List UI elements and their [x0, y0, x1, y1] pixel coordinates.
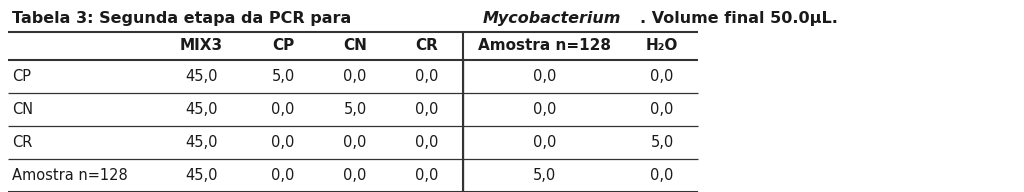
Text: 0,0: 0,0: [532, 69, 556, 84]
Text: 0,0: 0,0: [416, 168, 438, 183]
Text: 0,0: 0,0: [271, 102, 295, 117]
Text: 45,0: 45,0: [185, 168, 218, 183]
Text: 5,0: 5,0: [650, 135, 674, 150]
Text: Amostra n=128: Amostra n=128: [478, 39, 611, 54]
Text: 0,0: 0,0: [343, 69, 367, 84]
Text: 45,0: 45,0: [185, 135, 218, 150]
Text: 5,0: 5,0: [532, 168, 556, 183]
Text: 0,0: 0,0: [532, 102, 556, 117]
Text: 0,0: 0,0: [416, 69, 438, 84]
Text: Tabela 3: Segunda etapa da PCR para: Tabela 3: Segunda etapa da PCR para: [12, 11, 357, 26]
Text: 0,0: 0,0: [532, 135, 556, 150]
Text: 45,0: 45,0: [185, 69, 218, 84]
Text: 0,0: 0,0: [271, 168, 295, 183]
Text: 0,0: 0,0: [416, 102, 438, 117]
Text: 0,0: 0,0: [343, 135, 367, 150]
Text: 45,0: 45,0: [185, 102, 218, 117]
Text: 0,0: 0,0: [343, 168, 367, 183]
Text: CR: CR: [12, 135, 33, 150]
Text: 0,0: 0,0: [650, 102, 674, 117]
Text: H₂O: H₂O: [646, 39, 678, 54]
Text: Mycobacterium: Mycobacterium: [482, 11, 621, 26]
Text: 5,0: 5,0: [343, 102, 367, 117]
Text: CP: CP: [272, 39, 294, 54]
Text: . Volume final 50.0μL.: . Volume final 50.0μL.: [640, 11, 838, 26]
Text: 5,0: 5,0: [271, 69, 295, 84]
Text: 0,0: 0,0: [650, 69, 674, 84]
Text: 0,0: 0,0: [271, 135, 295, 150]
Text: CR: CR: [416, 39, 438, 54]
Text: CP: CP: [12, 69, 31, 84]
Text: 0,0: 0,0: [650, 168, 674, 183]
Text: CN: CN: [343, 39, 367, 54]
Text: CN: CN: [12, 102, 33, 117]
Text: 0,0: 0,0: [416, 135, 438, 150]
Text: MIX3: MIX3: [180, 39, 223, 54]
Text: Amostra n=128: Amostra n=128: [12, 168, 128, 183]
